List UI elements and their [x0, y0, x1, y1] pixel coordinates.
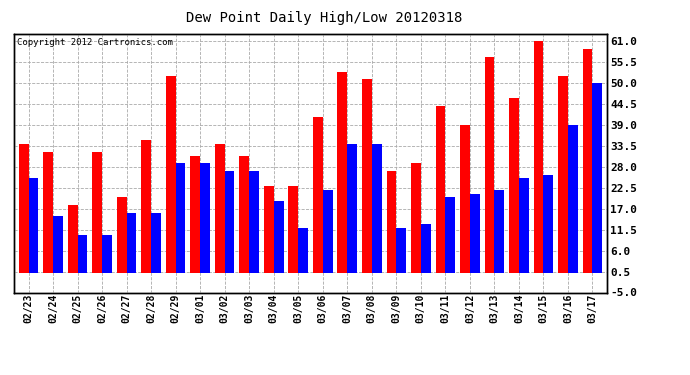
- Bar: [568, 125, 578, 273]
- Bar: [544, 174, 553, 273]
- Bar: [151, 213, 161, 273]
- Bar: [411, 163, 421, 273]
- Bar: [288, 186, 298, 273]
- Bar: [215, 144, 225, 273]
- Bar: [347, 144, 357, 273]
- Bar: [386, 171, 396, 273]
- Bar: [313, 117, 323, 273]
- Bar: [43, 152, 53, 273]
- Text: Dew Point Daily High/Low 20120318: Dew Point Daily High/Low 20120318: [186, 11, 462, 25]
- Bar: [141, 140, 151, 273]
- Bar: [372, 144, 382, 273]
- Bar: [28, 178, 39, 273]
- Bar: [200, 163, 210, 273]
- Bar: [298, 228, 308, 273]
- Bar: [558, 76, 568, 273]
- Bar: [362, 80, 372, 273]
- Bar: [593, 83, 602, 273]
- Bar: [484, 57, 495, 273]
- Bar: [225, 171, 235, 273]
- Bar: [176, 163, 186, 273]
- Bar: [435, 106, 445, 273]
- Bar: [533, 41, 544, 273]
- Bar: [519, 178, 529, 273]
- Bar: [582, 49, 593, 273]
- Bar: [19, 144, 28, 273]
- Bar: [249, 171, 259, 273]
- Bar: [102, 236, 112, 273]
- Bar: [337, 72, 347, 273]
- Bar: [92, 152, 102, 273]
- Bar: [53, 216, 63, 273]
- Bar: [68, 205, 77, 273]
- Text: Copyright 2012 Cartronics.com: Copyright 2012 Cartronics.com: [17, 38, 172, 46]
- Bar: [460, 125, 470, 273]
- Bar: [274, 201, 284, 273]
- Bar: [239, 156, 249, 273]
- Bar: [470, 194, 480, 273]
- Bar: [509, 99, 519, 273]
- Bar: [117, 197, 126, 273]
- Bar: [421, 224, 431, 273]
- Bar: [77, 236, 88, 273]
- Bar: [323, 190, 333, 273]
- Bar: [495, 190, 504, 273]
- Bar: [166, 76, 176, 273]
- Bar: [396, 228, 406, 273]
- Bar: [126, 213, 137, 273]
- Bar: [264, 186, 274, 273]
- Bar: [190, 156, 200, 273]
- Bar: [445, 197, 455, 273]
